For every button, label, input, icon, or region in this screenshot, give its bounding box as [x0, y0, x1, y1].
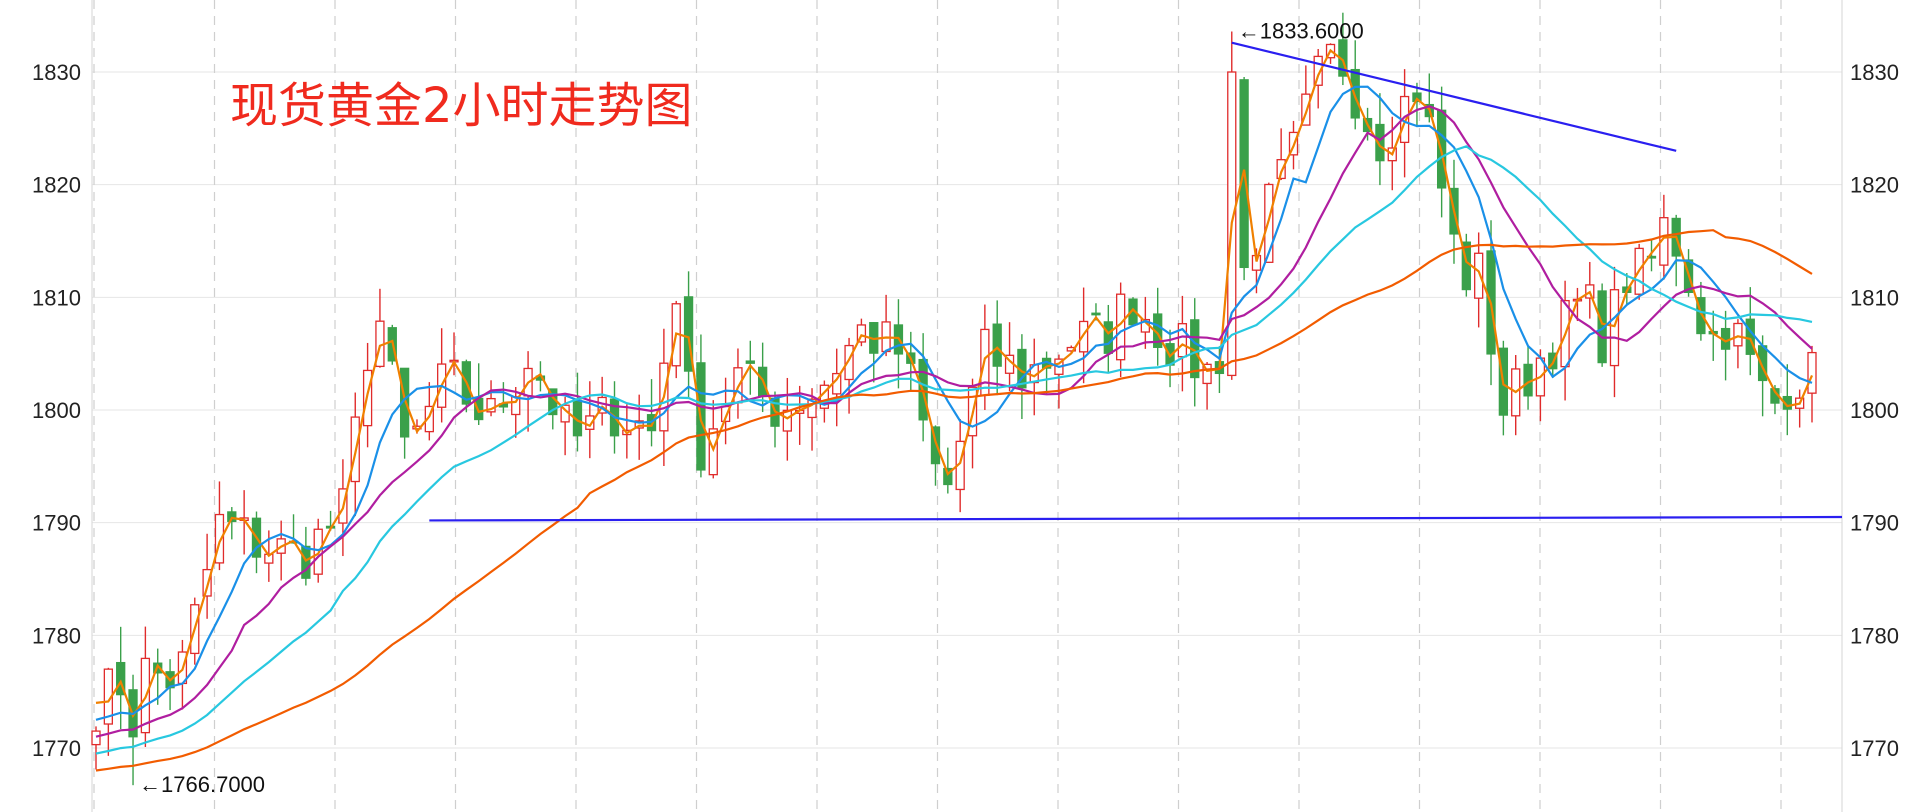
candle-up: [634, 420, 644, 429]
candle-down: [943, 467, 953, 486]
candle-up: [91, 730, 101, 746]
candle-down: [930, 426, 941, 465]
candle-up: [1078, 320, 1089, 353]
candle-down: [1091, 312, 1101, 316]
y-tick-left: 1830: [32, 60, 81, 85]
candle-up: [856, 324, 867, 343]
candle-up: [424, 405, 434, 433]
moving-average-line: [95, 85, 1813, 721]
candle-up: [1276, 159, 1286, 180]
candle-up: [214, 513, 225, 564]
candle-down: [1375, 123, 1385, 162]
price-annotation: ←1833.6000: [1238, 18, 1364, 43]
candle-up: [782, 409, 792, 432]
candle-up: [807, 398, 817, 419]
trend-lines: [429, 41, 1843, 522]
y-tick-left: 1780: [32, 623, 81, 648]
candle-up: [1474, 252, 1484, 299]
candle-down: [683, 296, 694, 372]
candle-down: [227, 511, 237, 523]
candle-down: [116, 661, 126, 696]
candle-down: [1696, 297, 1706, 335]
moving-average-line: [95, 105, 1813, 738]
candle-up: [1301, 93, 1311, 126]
annotations: ←1833.6000 ←1766.7000: [139, 18, 1364, 797]
y-tick-left: 1810: [32, 285, 81, 310]
moving-averages: [95, 48, 1814, 772]
y-tick-right: 1830: [1850, 60, 1899, 85]
candle-up: [1609, 289, 1620, 367]
y-tick-right: 1810: [1850, 285, 1899, 310]
y-tick-right: 1770: [1850, 736, 1899, 761]
chart-title: 现货黄金2小时走势图: [230, 78, 693, 134]
candle-down: [745, 360, 755, 364]
y-tick-right: 1790: [1850, 511, 1899, 536]
candle-up: [1313, 55, 1323, 86]
y-tick-left: 1790: [32, 511, 81, 536]
candle-up: [585, 415, 595, 430]
candle-up: [1733, 322, 1743, 347]
y-tick-left: 1770: [32, 736, 81, 761]
candle-up: [1066, 346, 1076, 352]
trend-line: [1231, 41, 1677, 152]
candle-down: [992, 323, 1002, 367]
y-tick-right: 1780: [1850, 623, 1899, 648]
candle-down: [1412, 92, 1422, 103]
candle-down: [301, 545, 311, 579]
candle-up: [486, 397, 496, 413]
moving-average-line: [95, 145, 1813, 755]
candle-down: [1103, 321, 1113, 354]
y-tick-left: 1820: [32, 173, 81, 198]
candle-up: [202, 568, 212, 597]
moving-average-line: [95, 229, 1813, 772]
y-axis-ticks: 1770 1770 1780 1780 1790 1790 1800 1800 1810 1810…: [32, 60, 1899, 761]
candle-up: [1202, 363, 1212, 385]
y-tick-right: 1800: [1850, 398, 1899, 423]
candle-up: [844, 344, 854, 381]
trend-line: [429, 515, 1843, 522]
candle-down: [1745, 318, 1755, 355]
y-tick-left: 1800: [32, 398, 81, 423]
y-tick-right: 1820: [1850, 173, 1899, 198]
candle-up: [1807, 351, 1817, 394]
price-annotation: ←1766.7000: [139, 772, 265, 797]
moving-average-line: [95, 48, 1814, 719]
